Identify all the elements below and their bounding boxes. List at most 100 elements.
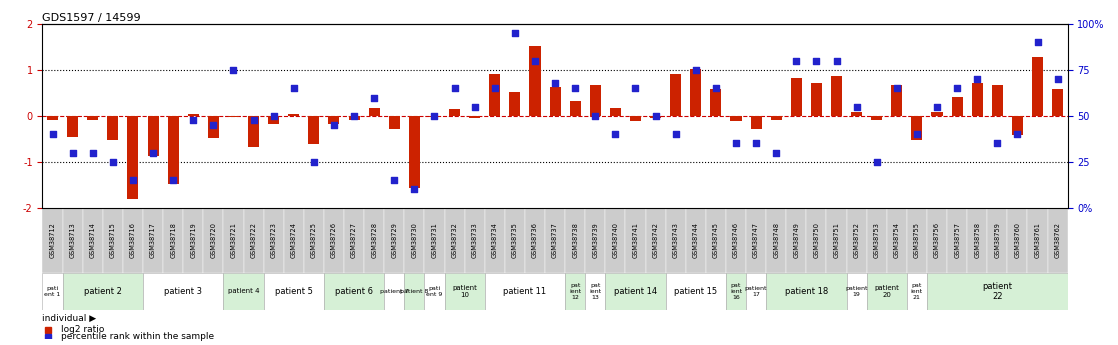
Bar (871, 116, 882, 120)
Bar (705, 208, 726, 273)
Bar (967, 208, 987, 273)
Bar (123, 208, 143, 273)
Bar (746, 208, 766, 273)
Bar (726, 208, 746, 273)
Text: GSM38749: GSM38749 (794, 222, 799, 258)
Text: GSM38747: GSM38747 (754, 222, 759, 258)
Text: GSM38724: GSM38724 (291, 222, 296, 258)
Text: GSM38732: GSM38732 (452, 222, 457, 258)
Text: GSM38720: GSM38720 (210, 222, 217, 258)
Text: GSM38734: GSM38734 (492, 222, 498, 258)
Bar (590, 85, 600, 116)
Bar (449, 109, 461, 116)
Bar (972, 83, 983, 116)
Text: pat
ient
12: pat ient 12 (569, 283, 581, 299)
Bar (609, 108, 620, 116)
Text: GSM38714: GSM38714 (89, 222, 96, 258)
Point (1029, 40, 1046, 45)
Point (827, 58, 845, 63)
Point (847, 104, 865, 109)
Bar (866, 273, 907, 309)
Bar (389, 116, 400, 129)
Bar (826, 208, 846, 273)
Bar (831, 76, 842, 116)
Text: GSM38760: GSM38760 (1014, 222, 1021, 258)
Text: GSM38716: GSM38716 (130, 222, 136, 258)
Bar (887, 208, 907, 273)
Text: patient 15: patient 15 (674, 287, 718, 296)
Text: GSM38722: GSM38722 (250, 222, 256, 258)
Bar (42, 208, 63, 273)
Bar (63, 273, 143, 309)
Bar (188, 114, 199, 116)
Bar (344, 208, 364, 273)
Text: GSM38743: GSM38743 (673, 222, 679, 258)
Bar (107, 116, 119, 140)
Text: GSM38726: GSM38726 (331, 222, 337, 258)
Text: patient
10: patient 10 (452, 285, 477, 298)
Bar (911, 116, 922, 140)
Text: patient 18: patient 18 (785, 287, 828, 296)
Bar (103, 208, 123, 273)
Text: GSM38754: GSM38754 (893, 222, 900, 258)
Point (84, 150, 102, 155)
Bar (1012, 116, 1023, 135)
Text: GSM38739: GSM38739 (593, 223, 598, 258)
Text: GSM38735: GSM38735 (512, 222, 518, 258)
Bar (224, 208, 244, 273)
Bar (846, 273, 866, 309)
Bar (324, 273, 385, 309)
Point (807, 58, 825, 63)
Text: patient
19: patient 19 (845, 286, 868, 297)
Bar (605, 273, 665, 309)
Bar (806, 208, 826, 273)
Text: GSM38719: GSM38719 (190, 223, 197, 258)
Text: GSM38744: GSM38744 (693, 222, 699, 258)
Bar (244, 208, 264, 273)
Point (325, 122, 343, 128)
Point (868, 159, 885, 165)
Bar (148, 116, 159, 156)
Bar (470, 116, 481, 118)
Point (366, 95, 383, 100)
Point (466, 104, 484, 109)
Text: GSM38725: GSM38725 (311, 222, 316, 258)
Text: patient 5: patient 5 (275, 287, 313, 296)
Bar (546, 208, 565, 273)
Point (646, 113, 664, 119)
Point (64, 150, 82, 155)
Point (908, 131, 926, 137)
Bar (485, 273, 565, 309)
Bar (1027, 208, 1048, 273)
Text: percentile rank within the sample: percentile rank within the sample (61, 332, 214, 341)
Bar (228, 116, 239, 117)
Bar (907, 208, 927, 273)
Text: GSM38737: GSM38737 (552, 222, 558, 258)
Bar (168, 116, 179, 184)
Point (686, 67, 704, 73)
Bar (264, 273, 324, 309)
Bar (425, 273, 445, 309)
Text: GSM38751: GSM38751 (834, 222, 840, 258)
Text: GSM38718: GSM38718 (170, 222, 177, 258)
Bar (987, 208, 1007, 273)
Bar (790, 78, 802, 116)
Text: GSM38761: GSM38761 (1034, 222, 1041, 258)
Bar (87, 116, 98, 120)
Bar (505, 208, 525, 273)
Point (787, 58, 805, 63)
Bar (1052, 89, 1063, 116)
Bar (927, 273, 1068, 309)
Point (305, 159, 323, 165)
Bar (369, 108, 380, 116)
Text: patient 6: patient 6 (335, 287, 373, 296)
Bar (385, 208, 405, 273)
Bar (605, 208, 625, 273)
Bar (726, 273, 746, 309)
Point (888, 86, 906, 91)
Text: GSM38729: GSM38729 (391, 222, 397, 258)
Text: individual ▶: individual ▶ (42, 314, 96, 323)
Point (707, 86, 724, 91)
Text: patient 3: patient 3 (164, 287, 202, 296)
Bar (510, 92, 520, 116)
